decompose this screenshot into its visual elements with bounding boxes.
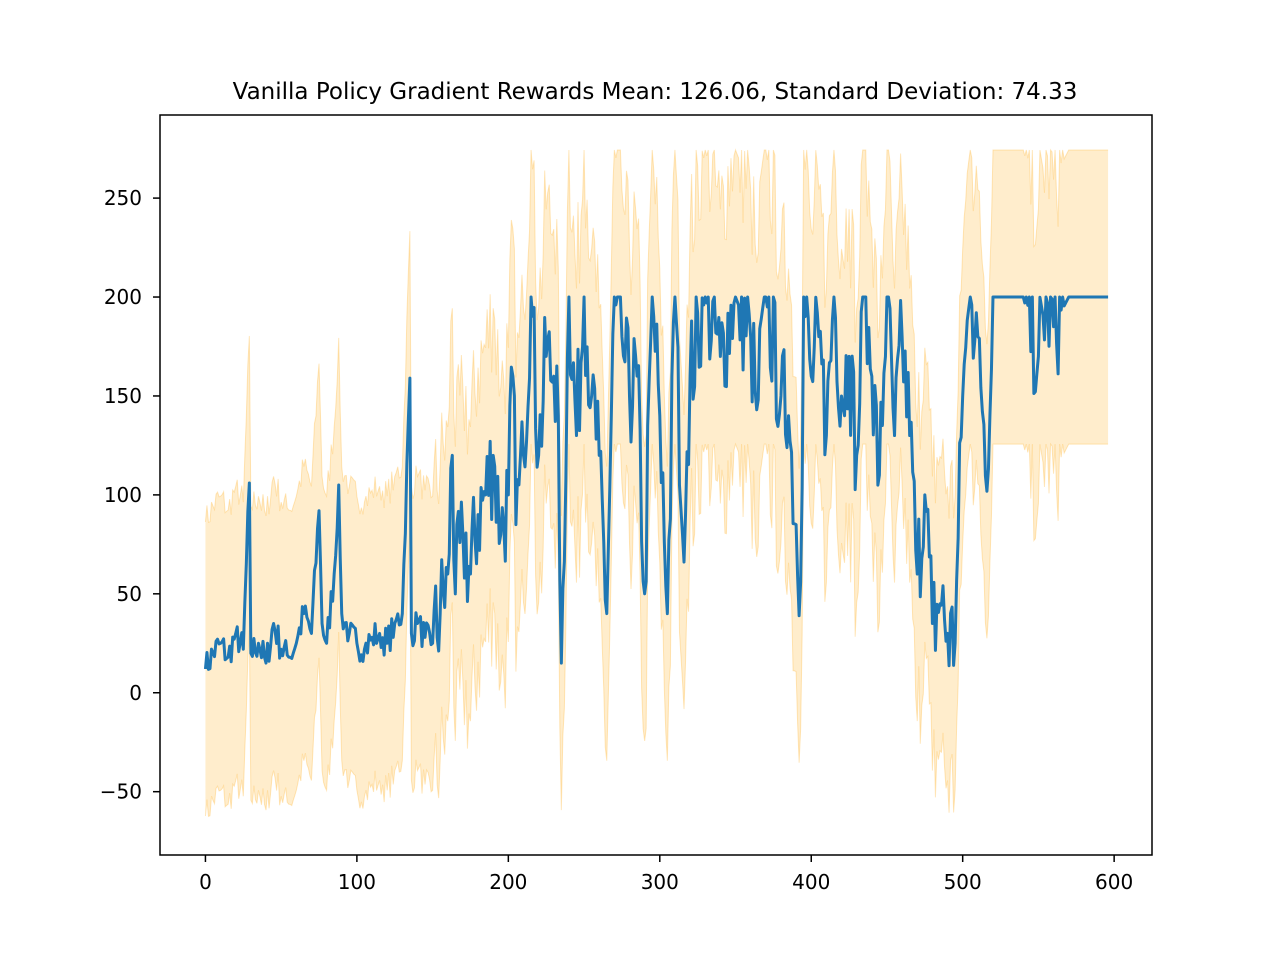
x-axis: 0 100 200 300 400 500 600 — [199, 855, 1133, 894]
std-band-fill — [205, 149, 1109, 817]
reward-series-line — [203, 295, 1109, 671]
x-tick-label: 400 — [792, 870, 830, 894]
chart-title: Vanilla Policy Gradient Rewards Mean: 12… — [233, 79, 1078, 105]
reward-series-layer — [203, 295, 1109, 671]
plot-area-frame — [159, 114, 1153, 856]
y-axis: −50 0 50 100 150 200 250 — [100, 186, 160, 804]
y-tick-label: 100 — [104, 483, 142, 507]
std-band-lower-edge — [204, 442, 1109, 818]
y-tick-label: 50 — [117, 582, 142, 606]
x-tick-label: 600 — [1095, 870, 1133, 894]
y-tick-label: 250 — [104, 186, 142, 210]
y-tick-label: 150 — [104, 384, 142, 408]
x-tick-label: 300 — [641, 870, 679, 894]
std-band-layer — [204, 148, 1109, 818]
x-tick-label: 100 — [338, 870, 376, 894]
std-band-upper-edge — [204, 148, 1109, 524]
x-tick-label: 200 — [489, 870, 527, 894]
y-tick-label: 0 — [129, 681, 142, 705]
x-tick-label: 500 — [944, 870, 982, 894]
x-tick-label: 0 — [199, 870, 212, 894]
y-tick-label: −50 — [100, 780, 142, 804]
y-tick-label: 200 — [104, 285, 142, 309]
